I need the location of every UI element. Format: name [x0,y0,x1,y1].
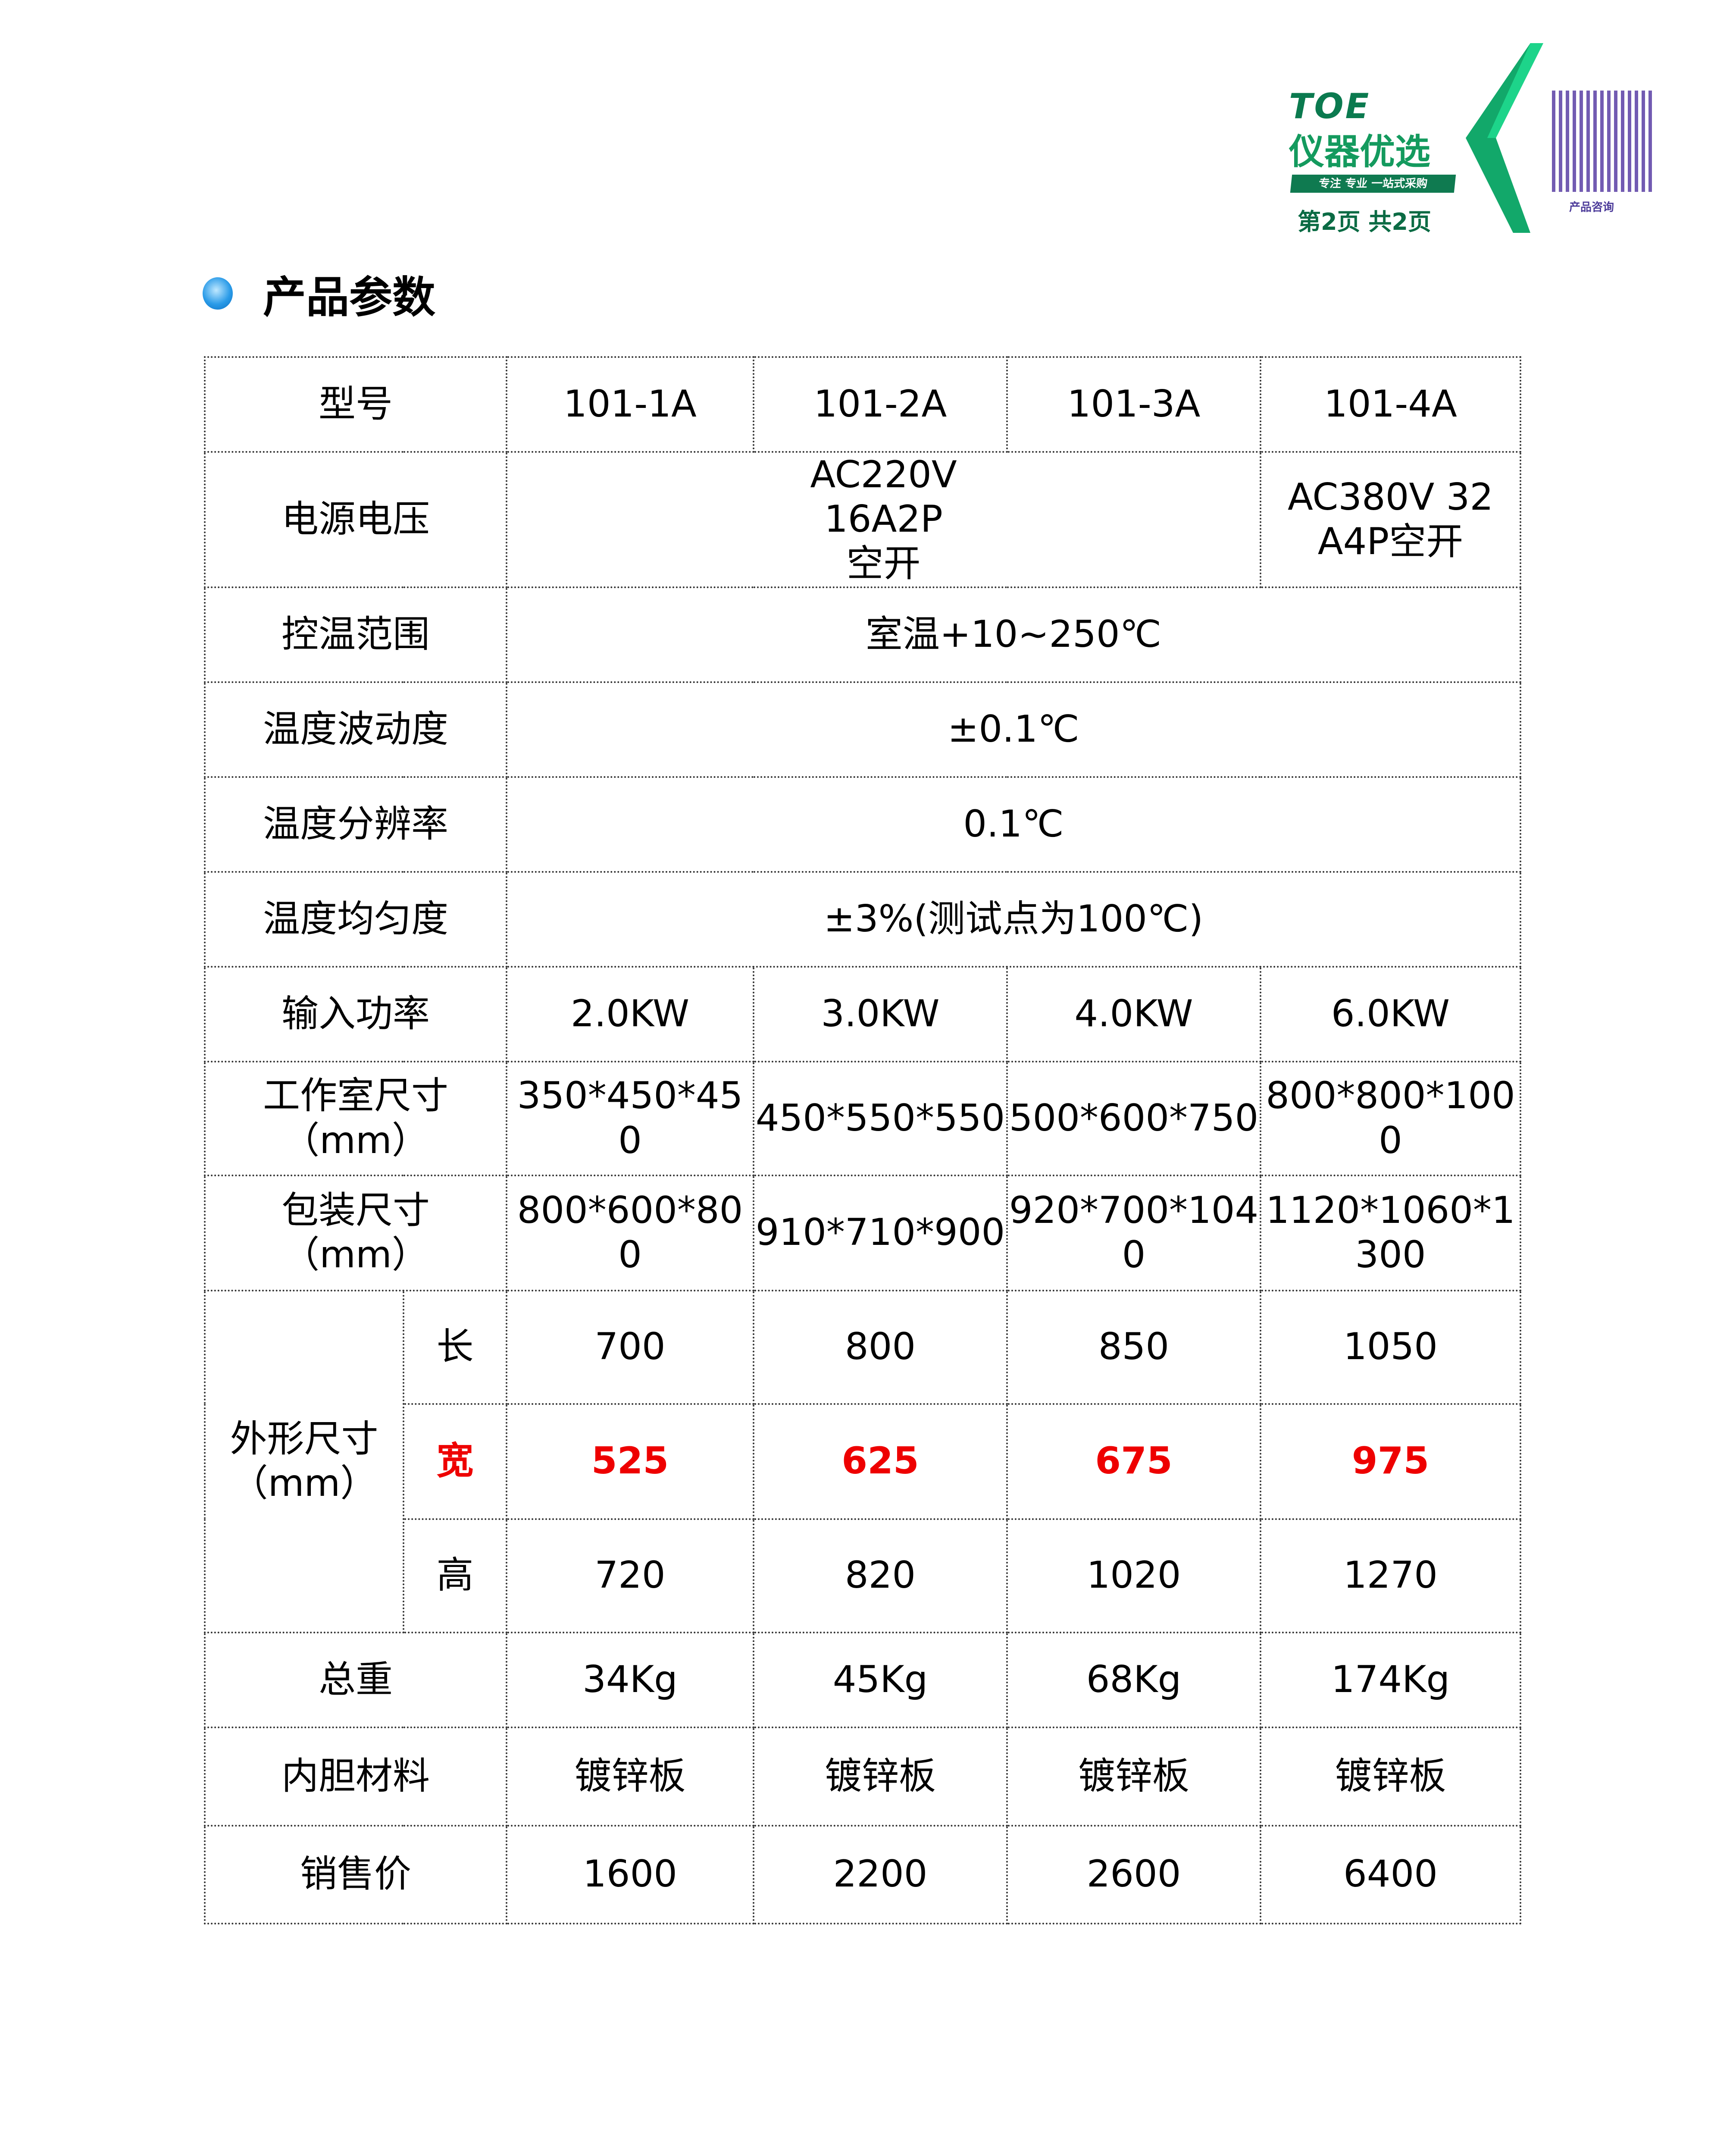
brand-name-cn: 仪器优选 [1289,132,1431,172]
row-label: 温度均匀度 [204,871,507,968]
table-row: 型号 101-1A 101-2A 101-3A 101-4A [204,356,1521,453]
table-row: 输入功率 2.0KW 3.0KW 4.0KW 6.0KW [204,965,1521,1062]
cell: 6400 [1260,1824,1521,1924]
cell: 174Kg [1260,1631,1521,1728]
cell: 850 [1006,1289,1261,1405]
cell: 625 [753,1403,1008,1520]
cell: 2200 [753,1824,1008,1924]
table-row: 内胆材料 镀锌板 镀锌板 镀锌板 镀锌板 [204,1726,1521,1827]
table-row: 温度波动度 ±0.1℃ [204,681,1521,778]
qr-caption: 产品咨询 [1569,201,1614,214]
qr-code-icon [1552,91,1653,192]
cell: 6.0KW [1260,965,1521,1062]
row-label: 工作室尺寸（mm） [204,1060,507,1176]
cell: 800*600*800 [506,1174,754,1291]
cell: 2.0KW [506,965,754,1062]
cell: 镀锌板 [1260,1726,1521,1827]
table-row: 总重 34Kg 45Kg 68Kg 174Kg [204,1631,1521,1728]
cell: 101-1A [506,356,754,453]
cell: 0.1℃ [506,776,1521,873]
table-row: 工作室尺寸（mm） 350*450*450 450*550*550 500*600*7… [204,1060,1521,1176]
cell: 525 [506,1403,754,1520]
cell: 1270 [1260,1518,1521,1633]
page-indicator: 第2页 共2页 [1298,208,1431,235]
table-row: 包装尺寸（mm） 800*600*800 910*710*900 920*700*10… [204,1174,1521,1291]
cell: 镀锌板 [506,1726,754,1827]
table-row: 宽 525 625 675 975 [205,1403,1521,1520]
cell: 4.0KW [1006,965,1261,1062]
cell: 920*700*1040 [1006,1174,1261,1291]
cell: 34Kg [506,1631,754,1728]
cell: 720 [506,1518,754,1633]
cell: 68Kg [1006,1631,1261,1728]
row-label: 内胆材料 [204,1726,507,1827]
cell: 975 [1260,1403,1521,1520]
table-row: 高 720 820 1020 1270 [205,1518,1521,1633]
cell: 101-2A [753,356,1008,453]
row-label: 包装尺寸（mm） [204,1174,507,1291]
table-row: 电源电压 AC220V 16A2P空开 AC380V 32A4P空开 [204,451,1521,588]
cell: 3.0KW [753,965,1008,1062]
bullet-ball-icon [203,277,233,310]
spec-table: 型号 101-1A 101-2A 101-3A 101-4A 电源电压 AC220V 16… [204,356,1521,1924]
cell: 820 [753,1518,1008,1633]
cell: 1120*1060*1300 [1260,1174,1521,1291]
table-row: 控温范围 室温+10~250℃ [204,586,1521,683]
cell: 500*600*750 [1006,1060,1261,1176]
row-label: 销售价 [204,1824,507,1924]
cell: 2600 [1006,1824,1261,1924]
cell: 350*450*450 [506,1060,754,1176]
brand-logo: TOE 仪器优选 专注 专业 一站式采购 第2页 共2页 产品咨询 [1289,43,1677,237]
row-label: 控温范围 [204,586,507,683]
cell: ±0.1℃ [506,681,1521,778]
section-title: 产品参数 [263,272,435,323]
cell: 800 [753,1289,1008,1405]
sub-label: 长 [403,1289,507,1405]
table-row: 销售价 1600 2200 2600 6400 [204,1824,1521,1924]
table-row: 外形尺寸（mm）长 700 800 850 1050 [204,1289,1521,1633]
cell: 101-4A [1260,356,1521,453]
cell: 室温+10~250℃ [506,586,1521,683]
row-label: 电源电压 [204,451,507,588]
sub-label: 高 [403,1518,507,1633]
cell: 1020 [1006,1518,1261,1633]
brand-name: TOE [1289,86,1371,126]
cell: 镀锌板 [753,1726,1008,1827]
row-label: 型号 [204,356,507,453]
row-label: 输入功率 [204,965,507,1062]
row-label: 总重 [204,1631,507,1728]
cell: 800*800*1000 [1260,1060,1521,1176]
row-label: 温度波动度 [204,681,507,778]
cell: 1050 [1260,1289,1521,1405]
table-row: 温度分辨率 0.1℃ [204,776,1521,873]
chevron-decoration-icon [1466,43,1543,233]
cell: 101-3A [1006,356,1261,453]
document-page: TOE 仪器优选 专注 专业 一站式采购 第2页 共2页 产品咨询 产品参数 型… [203,43,1677,1924]
cell: ±3%(测试点为100℃) [506,871,1521,968]
row-label: 温度分辨率 [204,776,507,873]
brand-slogan: 专注 专业 一站式采购 [1290,175,1456,193]
cell: AC380V 32A4P空开 [1260,451,1521,588]
row-label: 外形尺寸（mm） [204,1289,404,1633]
cell: 700 [506,1289,754,1405]
cell: 45Kg [753,1631,1008,1728]
cell: AC220V 16A2P空开 [506,451,1261,588]
sub-label: 宽 [403,1403,507,1520]
cell: 910*710*900 [753,1174,1008,1291]
cell: 675 [1006,1403,1261,1520]
cell: 1600 [506,1824,754,1924]
cell: 镀锌板 [1006,1726,1261,1827]
table-row: 温度均匀度 ±3%(测试点为100℃) [204,871,1521,968]
cell: 450*550*550 [753,1060,1008,1176]
